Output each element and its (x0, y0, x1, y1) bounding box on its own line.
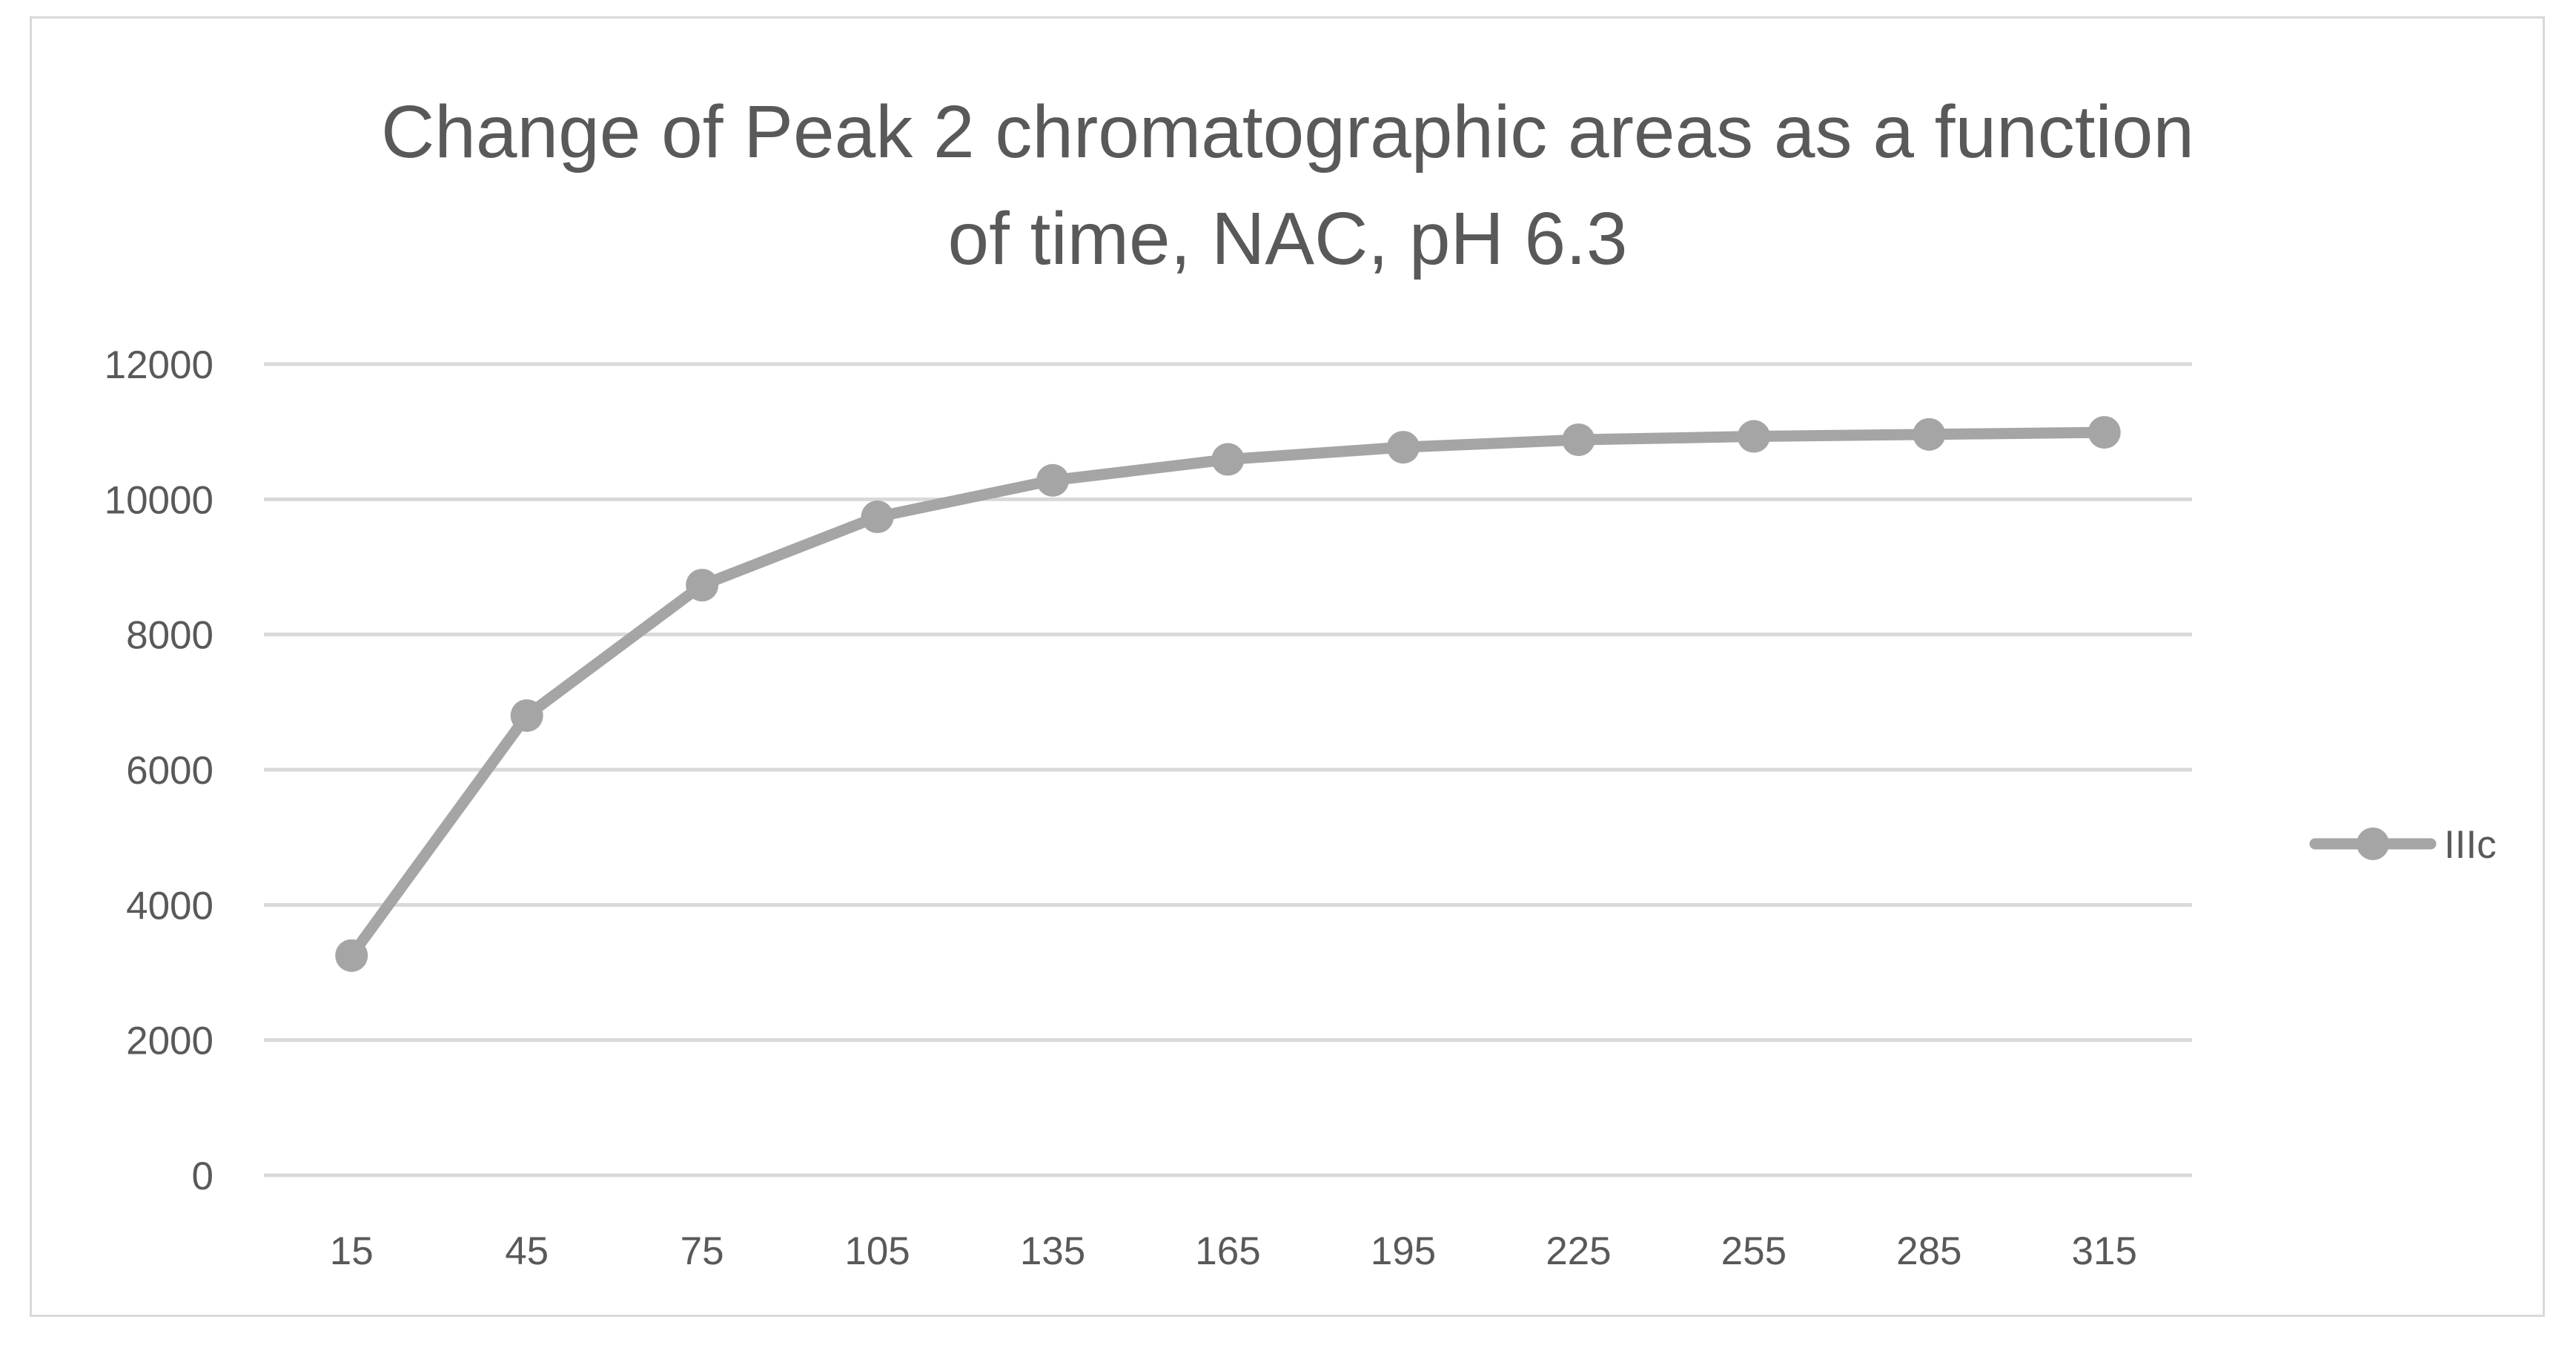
chart-title-line-2: of time, NAC, pH 6.3 (948, 197, 1628, 280)
x-tick-label: 165 (1195, 1229, 1260, 1273)
legend-label-iiic: IIIc (2444, 823, 2497, 867)
x-tick-label: 45 (505, 1229, 549, 1273)
data-point-255 (1737, 420, 1770, 453)
y-tick-label: 4000 (126, 884, 213, 928)
x-tick-label: 195 (1371, 1229, 1436, 1273)
legend: IIIc (2309, 823, 2497, 867)
chart-title-line-1: Change of Peak 2 chromatographic areas a… (381, 90, 2194, 174)
y-tick-label: 2000 (126, 1020, 213, 1063)
data-point-285 (1913, 417, 1946, 451)
data-point-135 (1036, 463, 1070, 497)
y-tick-label: 12000 (105, 343, 213, 387)
legend-marker-iiic (2357, 828, 2389, 860)
chart-area (30, 16, 2545, 1317)
x-tick-label: 135 (1020, 1229, 1085, 1273)
x-tick-label: 105 (844, 1229, 910, 1273)
y-tick-label: 10000 (105, 478, 213, 522)
data-point-315 (2087, 416, 2121, 449)
x-tick-label: 285 (1896, 1229, 1961, 1273)
y-tick-label: 0 (192, 1155, 213, 1198)
y-tick-label: 6000 (126, 749, 213, 793)
data-point-165 (1211, 443, 1245, 476)
x-tick-label: 75 (681, 1229, 724, 1273)
data-point-195 (1386, 431, 1420, 464)
x-tick-label: 255 (1721, 1229, 1787, 1273)
x-tick-label: 15 (330, 1229, 374, 1273)
data-point-225 (1562, 423, 1595, 457)
data-point-15 (335, 939, 368, 972)
x-tick-label: 315 (2072, 1229, 2137, 1273)
series-line-iiic (347, 426, 2105, 959)
data-point-45 (510, 699, 543, 733)
x-tick-label: 225 (1546, 1229, 1611, 1273)
data-point-105 (861, 501, 894, 534)
y-tick-label: 8000 (126, 614, 213, 658)
data-point-75 (686, 569, 719, 602)
